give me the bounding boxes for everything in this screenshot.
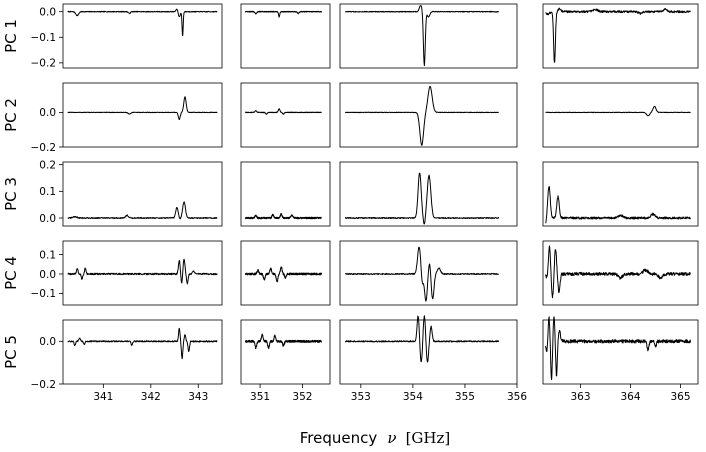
x-tick-label: 351 bbox=[250, 391, 270, 403]
row-label-pc1: PC 1 bbox=[2, 19, 20, 53]
panel-frame bbox=[240, 3, 331, 69]
spectrum-line bbox=[344, 172, 500, 225]
spectrum-line bbox=[345, 5, 500, 67]
x-tick-label: 353 bbox=[351, 391, 371, 403]
panel-r5-c1: 0.0 −0.2 341 342 343 bbox=[31, 319, 223, 403]
panel-frame bbox=[339, 319, 518, 385]
panel-r1-c4 bbox=[542, 3, 699, 69]
panel-frame bbox=[240, 161, 331, 227]
x-axis-label-text: Frequency bbox=[300, 429, 378, 447]
panel-r4-c3 bbox=[339, 240, 518, 306]
x-tick-label: 365 bbox=[670, 391, 690, 403]
spectrum-line bbox=[244, 266, 323, 283]
x-axis-label: Frequency ν [GHz] bbox=[300, 428, 450, 447]
panel-frame bbox=[62, 82, 223, 148]
y-tick-label: −0.2 bbox=[31, 142, 57, 154]
panel-r2-c2 bbox=[240, 82, 331, 148]
y-tick-label: 0.0 bbox=[39, 336, 56, 348]
spectrum-line bbox=[67, 258, 218, 285]
spectrum-line bbox=[345, 85, 499, 146]
panel-r2-c4 bbox=[542, 82, 699, 148]
panel-frame bbox=[542, 240, 699, 306]
panel-r4-c2 bbox=[240, 240, 331, 306]
panel-frame bbox=[240, 240, 331, 306]
spectrum-line bbox=[345, 315, 500, 363]
panel-r4-c1: 0.1 0.0 −0.1 bbox=[31, 240, 223, 306]
panel-frame bbox=[339, 82, 518, 148]
panel-r1-c1: 0.0 −0.1 −0.2 bbox=[31, 3, 223, 70]
panel-frame bbox=[542, 161, 699, 227]
spectrum-line bbox=[67, 201, 218, 220]
x-tick-label: 343 bbox=[188, 391, 208, 403]
spectrum-line bbox=[67, 8, 218, 36]
spectrum-line bbox=[67, 96, 218, 121]
row-label-pc4: PC 4 bbox=[2, 256, 20, 290]
row-labels: PC 1 PC 2 PC 3 PC 4 PC 5 bbox=[2, 19, 20, 369]
panel-r3-c1: 0.2 0.1 0.0 bbox=[39, 159, 223, 227]
panel-frame bbox=[62, 319, 223, 385]
spectrum-line bbox=[244, 333, 322, 350]
spectrum-line bbox=[545, 105, 691, 117]
panel-frame bbox=[542, 3, 699, 69]
spectrum-line bbox=[244, 108, 322, 115]
y-tick-label: −0.1 bbox=[31, 32, 57, 44]
y-tick-label: 0.0 bbox=[39, 6, 56, 18]
panel-r5-c2: 351 352 bbox=[240, 319, 331, 403]
row-label-pc5: PC 5 bbox=[2, 335, 20, 369]
panel-r1-c2 bbox=[240, 3, 331, 69]
y-tick-label: 0.0 bbox=[39, 269, 56, 281]
panel-frame bbox=[339, 3, 518, 69]
y-tick-label: 0.1 bbox=[39, 249, 56, 261]
spectrum-line bbox=[244, 212, 322, 220]
panel-grid: 0.0−0.1−0.20.0−0.20.20.10.00.10.0−0.10.0… bbox=[31, 3, 699, 403]
panel-frame bbox=[240, 82, 331, 148]
panel-frame bbox=[339, 240, 518, 306]
panel-frame bbox=[240, 319, 331, 385]
panel-r5-c4: 363 364 365 bbox=[542, 316, 699, 403]
x-axis-label-unit: [GHz] bbox=[406, 429, 451, 447]
spectrum-line bbox=[545, 245, 691, 299]
panel-frame bbox=[62, 161, 223, 227]
x-tick-label: 352 bbox=[292, 391, 312, 403]
panel-r2-c1: 0.0 −0.2 bbox=[31, 82, 223, 154]
spectrum-line bbox=[244, 10, 323, 18]
panel-r3-c2 bbox=[240, 161, 331, 227]
x-tick-label: 354 bbox=[403, 391, 423, 403]
panel-frame bbox=[339, 161, 518, 227]
spectrum-line bbox=[67, 327, 218, 360]
x-tick-label: 363 bbox=[570, 391, 590, 403]
y-tick-label: −0.2 bbox=[31, 379, 57, 391]
panel-frame bbox=[542, 82, 699, 148]
y-tick-label: −0.2 bbox=[31, 58, 57, 70]
y-tick-label: 0.0 bbox=[39, 107, 56, 119]
spectrum-line bbox=[545, 7, 691, 63]
x-tick-label: 341 bbox=[93, 391, 113, 403]
y-tick-label: 0.2 bbox=[39, 159, 56, 171]
panel-r2-c3 bbox=[339, 82, 518, 148]
spectrum-line bbox=[344, 246, 499, 302]
x-tick-label: 364 bbox=[620, 391, 640, 403]
panel-r3-c4 bbox=[542, 161, 699, 227]
panel-r1-c3 bbox=[339, 3, 518, 69]
y-tick-label: 0.0 bbox=[39, 213, 56, 225]
panel-r4-c4 bbox=[542, 240, 699, 306]
spectrum-line bbox=[545, 186, 691, 224]
panel-r5-c3: 353 354 355 356 bbox=[339, 315, 527, 403]
row-label-pc3: PC 3 bbox=[2, 177, 20, 211]
panel-r3-c3 bbox=[339, 161, 518, 227]
y-tick-label: −0.1 bbox=[31, 288, 57, 300]
x-axis-label-symbol: ν bbox=[387, 429, 396, 447]
panel-frame bbox=[62, 3, 223, 69]
x-tick-label: 355 bbox=[455, 391, 475, 403]
spectrum-line bbox=[545, 316, 691, 381]
panel-frame bbox=[62, 240, 223, 306]
panel-frame bbox=[542, 319, 699, 385]
row-label-pc2: PC 2 bbox=[2, 98, 20, 132]
x-tick-label: 356 bbox=[507, 391, 527, 403]
x-tick-label: 342 bbox=[141, 391, 161, 403]
y-tick-label: 0.1 bbox=[39, 186, 56, 198]
